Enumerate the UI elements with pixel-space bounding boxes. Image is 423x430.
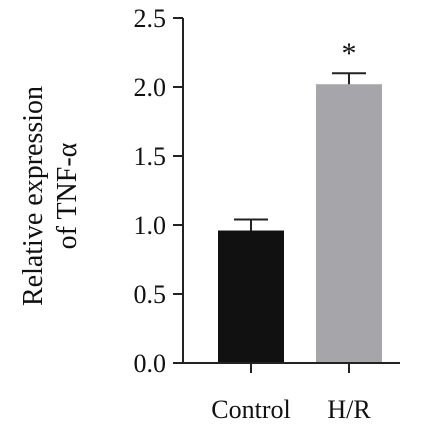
y-tick-label: 0.0 [134, 349, 167, 378]
y-tick-label: 2.5 [134, 4, 167, 33]
bar-h-r [316, 84, 382, 364]
y-axis-label-line-1: Relative expression [18, 86, 49, 306]
y-tick-label: 1.0 [134, 211, 167, 240]
y-tick-label: 2.0 [134, 73, 167, 102]
x-tick-label: H/R [327, 395, 371, 424]
significance-marker: * [342, 37, 357, 70]
y-axis-label: Relative expression of TNF-α [18, 86, 83, 306]
bar-control [218, 230, 284, 363]
x-tick-label: Control [211, 395, 290, 424]
y-axis-label-line-2: of TNF-α [52, 142, 83, 249]
plot-area: * 0.0 0.5 1.0 1.5 2.0 2.5 Control H/R [134, 4, 400, 424]
y-tick-label: 1.5 [134, 142, 167, 171]
y-tick-label: 0.5 [134, 280, 167, 309]
